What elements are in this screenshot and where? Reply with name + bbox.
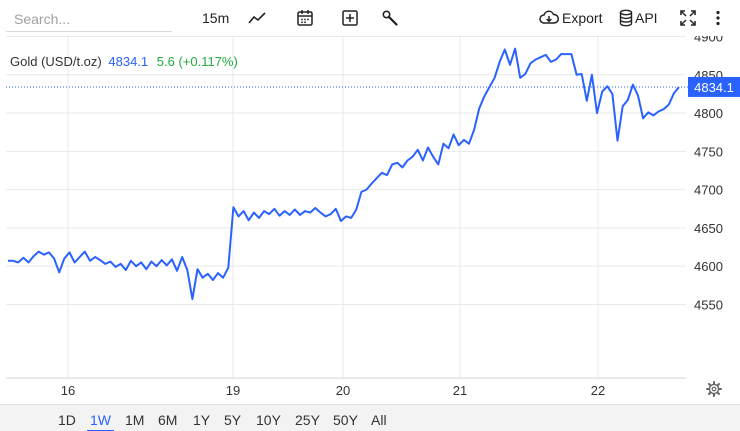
- interval-selector[interactable]: 15m: [202, 10, 230, 26]
- wrench-icon[interactable]: [380, 8, 400, 28]
- x-axis: 16 19 20 21 22: [61, 383, 605, 398]
- plus-square-icon[interactable]: [340, 8, 360, 28]
- last-price-badge-label: 4834.1: [694, 80, 734, 95]
- symbol-label[interactable]: Gold (USD/t.oz): [10, 54, 102, 69]
- toolbar: 15m Export API: [0, 0, 740, 36]
- y-tick-label: 4800: [694, 106, 723, 121]
- api-button[interactable]: API: [635, 10, 658, 26]
- export-button[interactable]: Export: [562, 10, 603, 26]
- y-tick-label: 4550: [694, 297, 723, 312]
- y-tick-label: 4750: [694, 144, 723, 159]
- x-tick-label: 20: [336, 383, 350, 398]
- range-1w[interactable]: 1W: [90, 412, 111, 428]
- range-50y[interactable]: 50Y: [333, 412, 358, 428]
- y-tick-label: 4650: [694, 221, 723, 236]
- price-change: 5.6 (+0.117%): [156, 54, 238, 69]
- calendar-icon[interactable]: [295, 8, 315, 28]
- range-1d[interactable]: 1D: [58, 412, 76, 428]
- y-tick-label: 4600: [694, 259, 723, 274]
- y-tick-label: 4900: [694, 36, 723, 45]
- settings-gear-icon[interactable]: [706, 381, 722, 397]
- y-tick-label: 4700: [694, 183, 723, 198]
- line-chart-icon[interactable]: [247, 8, 267, 28]
- x-tick-label: 22: [591, 383, 605, 398]
- database-icon[interactable]: [616, 8, 636, 28]
- range-10y[interactable]: 10Y: [256, 412, 281, 428]
- last-price-badge-bg: [688, 76, 740, 97]
- range-1m[interactable]: 1M: [125, 412, 145, 428]
- chart-grid: [6, 36, 686, 379]
- price-series-line[interactable]: [8, 47, 680, 301]
- last-price: 4834.1: [108, 54, 149, 69]
- x-tick-label: 21: [453, 383, 467, 398]
- range-5y[interactable]: 5Y: [224, 412, 242, 428]
- range-6m[interactable]: 6M: [158, 412, 178, 428]
- range-25y[interactable]: 25Y: [295, 412, 320, 428]
- fullscreen-icon[interactable]: [678, 8, 698, 28]
- x-tick-label: 19: [226, 383, 240, 398]
- chart-legend: Gold (USD/t.oz) 4834.1 5.6 (+0.117%): [10, 54, 238, 69]
- range-selector: 1D 1W 1M 6M 1Y 5Y 10Y 25Y 50Y All: [0, 404, 740, 431]
- search-input[interactable]: [6, 6, 172, 32]
- more-vertical-icon[interactable]: [708, 8, 728, 28]
- range-1y[interactable]: 1Y: [193, 412, 211, 428]
- last-price-badge: 4834.1: [688, 76, 740, 97]
- cloud-download-icon[interactable]: [539, 8, 559, 28]
- x-tick-label: 16: [61, 383, 75, 398]
- range-all[interactable]: All: [371, 412, 387, 428]
